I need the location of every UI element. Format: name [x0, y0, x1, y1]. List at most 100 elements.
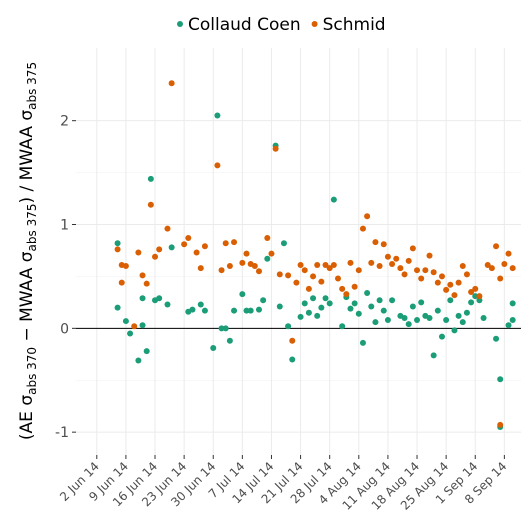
point	[463, 309, 470, 316]
point	[351, 300, 358, 307]
point	[488, 265, 495, 272]
point	[359, 225, 366, 232]
point	[201, 307, 208, 314]
y-axis-label-subscript: abs 375	[25, 62, 39, 110]
point	[426, 314, 433, 321]
point	[497, 275, 504, 282]
point	[497, 421, 504, 428]
point	[468, 299, 475, 306]
point	[255, 268, 262, 275]
point	[314, 261, 321, 268]
point	[463, 271, 470, 278]
point	[285, 272, 292, 279]
y-axis-label-part: (AE σ	[17, 395, 37, 440]
y-axis-label-subscript: abs 370	[25, 347, 39, 395]
point	[222, 325, 229, 332]
point	[210, 345, 217, 352]
point	[310, 273, 317, 280]
point	[222, 240, 229, 247]
point	[409, 245, 416, 252]
point	[372, 319, 379, 326]
point	[297, 313, 304, 320]
point	[164, 225, 171, 232]
point	[318, 304, 325, 311]
y-axis-label: (AE σabs 370 − MWAA σabs 375) / MWAA σab…	[17, 62, 39, 440]
point	[447, 281, 454, 288]
point	[239, 291, 246, 298]
point	[301, 300, 308, 307]
legend-marker	[311, 21, 318, 27]
point	[251, 263, 258, 270]
point	[380, 307, 387, 314]
point	[168, 244, 175, 251]
y-tick-label: 2	[60, 114, 69, 130]
y-axis-label-subscript: abs 375	[25, 203, 39, 251]
point	[389, 260, 396, 267]
point	[493, 243, 500, 250]
point	[401, 314, 408, 321]
point	[409, 303, 416, 310]
point	[197, 265, 204, 272]
point	[226, 337, 233, 344]
point	[459, 263, 466, 270]
y-tick-label: 0	[60, 321, 69, 337]
point	[451, 292, 458, 299]
y-axis-label-part: − MWAA σ	[17, 251, 37, 347]
point	[438, 273, 445, 280]
point	[368, 259, 375, 266]
point	[122, 318, 129, 325]
point	[139, 295, 146, 302]
point	[497, 376, 504, 383]
point	[355, 310, 362, 317]
point	[438, 333, 445, 340]
point	[118, 279, 125, 286]
point	[480, 314, 487, 321]
point	[231, 307, 238, 314]
point	[260, 297, 267, 304]
point	[301, 267, 308, 274]
point	[343, 291, 350, 298]
point	[239, 259, 246, 266]
point	[451, 327, 458, 334]
point	[322, 261, 329, 268]
point	[468, 288, 475, 295]
point	[305, 285, 312, 292]
point	[201, 243, 208, 250]
point	[131, 323, 138, 330]
point	[189, 306, 196, 313]
point	[122, 263, 129, 270]
point	[276, 271, 283, 278]
point	[218, 325, 225, 332]
point	[143, 280, 150, 287]
point	[152, 253, 159, 260]
point	[372, 239, 379, 246]
point	[397, 265, 404, 272]
y-tick-label: -1	[55, 425, 69, 441]
point	[376, 263, 383, 270]
point	[114, 246, 121, 253]
point	[314, 312, 321, 319]
point	[297, 261, 304, 268]
legend-marker	[177, 21, 183, 27]
y-axis-label-part: ) / MWAA σ	[17, 110, 37, 204]
point	[135, 357, 142, 364]
point	[509, 300, 516, 307]
point	[509, 265, 516, 272]
point	[310, 295, 317, 302]
point	[285, 323, 292, 330]
point	[405, 321, 412, 328]
point	[114, 304, 121, 311]
point	[214, 162, 221, 169]
point	[501, 260, 508, 267]
point	[335, 275, 342, 282]
point	[509, 317, 516, 324]
point	[326, 265, 333, 272]
point	[147, 175, 154, 182]
point	[405, 257, 412, 264]
point	[418, 299, 425, 306]
point	[318, 278, 325, 285]
point	[247, 307, 254, 314]
point	[347, 259, 354, 266]
point	[430, 269, 437, 276]
point	[472, 285, 479, 292]
